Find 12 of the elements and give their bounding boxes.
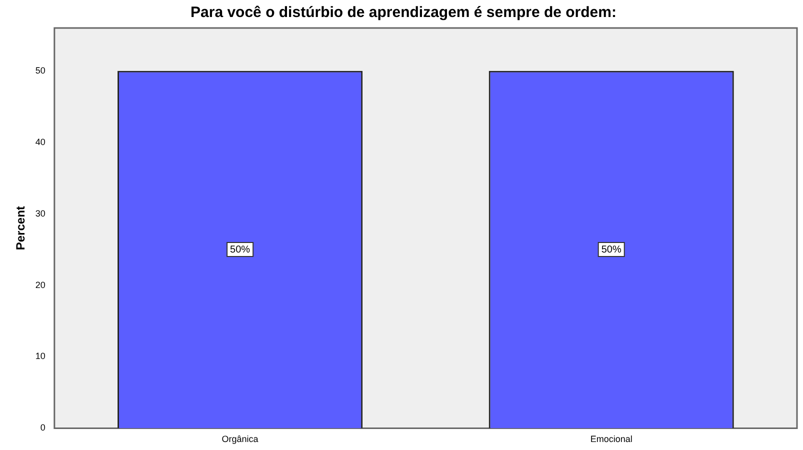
x-tick-label: Emocional [590,434,632,444]
y-tick-label: 40 [35,136,46,147]
y-tick-label: 50 [35,65,46,76]
x-tick-label: Orgânica [222,434,258,444]
y-tick-label: 30 [35,208,46,218]
chart-title: Para você o distúrbio de aprendizagem é sempre de ordem: [190,4,616,22]
data-label: 50% [601,244,622,256]
y-tick-label: 10 [35,351,46,362]
y-tick-label: 0 [40,422,46,433]
data-label: 50% [230,244,250,256]
y-tick-label: 20 [35,280,46,290]
y-axis-title: Percent [14,206,28,250]
